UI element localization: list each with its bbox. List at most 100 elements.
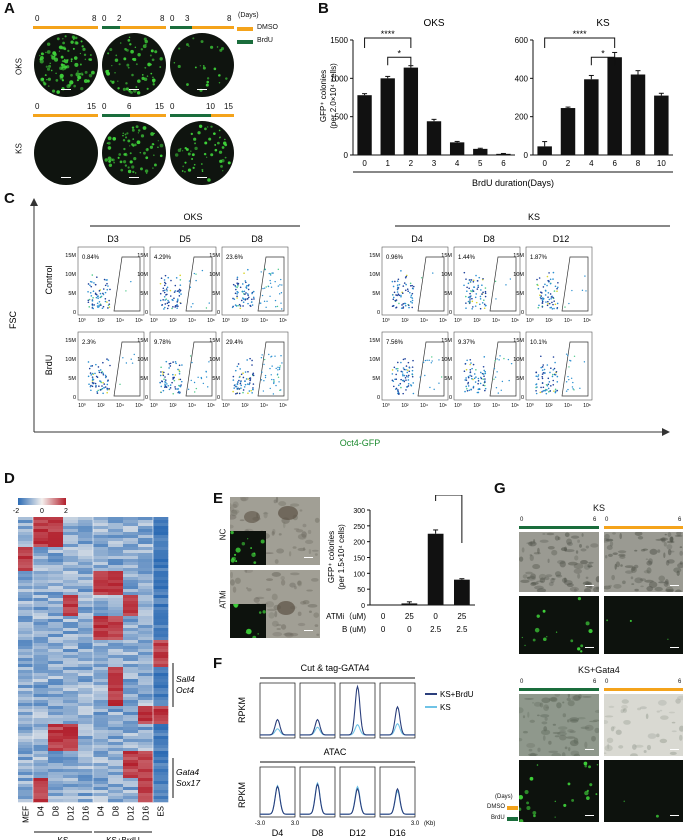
- cell: [590, 543, 599, 548]
- event-dot: [397, 389, 399, 391]
- heatmap-cell: [18, 712, 34, 716]
- cell: [230, 579, 235, 586]
- gfp-colony: [107, 141, 111, 145]
- heatmap-cell: [18, 769, 34, 773]
- event-dot: [98, 290, 101, 292]
- event-dot: [270, 286, 273, 288]
- event-dot: [479, 382, 482, 385]
- gfp-colony: [214, 144, 217, 146]
- event-dot: [265, 286, 267, 288]
- event-dot: [92, 378, 95, 381]
- day-label: D8: [483, 234, 495, 244]
- event-dot: [178, 369, 180, 371]
- cell: [290, 503, 300, 507]
- heatmap-cell: [93, 790, 109, 794]
- heatmap-cell: [33, 682, 49, 686]
- heatmap-cell: [78, 583, 94, 587]
- gfp-colony: [64, 59, 69, 64]
- gfp-colony: [58, 50, 61, 52]
- heatmap-cell: [153, 568, 169, 572]
- event-dot: [426, 359, 428, 362]
- gate-percent: 1.87%: [530, 255, 548, 261]
- heatmap-cell: [18, 778, 34, 782]
- heatmap-cell: [123, 772, 139, 776]
- gfp-colony: [74, 36, 78, 40]
- cell: [676, 532, 682, 536]
- tick: 0: [520, 679, 524, 685]
- heatmap-cell: [108, 547, 124, 551]
- heatmap-cell: [48, 790, 64, 794]
- cell: [522, 574, 528, 579]
- event-dot: [395, 373, 397, 376]
- heatmap-cell: [138, 535, 154, 539]
- heatmap-cell: [153, 739, 169, 743]
- x-tick-label: 2: [409, 159, 414, 168]
- event-dot: [407, 376, 409, 378]
- heatmap-cell: [93, 610, 109, 614]
- event-dot: [406, 371, 409, 374]
- gfp-colony: [200, 163, 203, 165]
- cell: [622, 580, 626, 585]
- heatmap-cell: [78, 520, 94, 524]
- brdu-bar: [519, 688, 599, 691]
- gfp-colony: [143, 77, 148, 82]
- heatmap-cell: [138, 649, 154, 653]
- y-tick-label: 10M: [369, 272, 380, 278]
- profile-line: [340, 787, 375, 815]
- gfp-colony: [49, 62, 51, 65]
- heatmap-cell: [63, 640, 79, 644]
- cell: [577, 539, 581, 543]
- event-dot: [244, 383, 247, 386]
- cell: [669, 751, 677, 755]
- heatmap-cell: [33, 577, 49, 581]
- heatmap-cell: [153, 550, 169, 554]
- heatmap-cell: [33, 532, 49, 536]
- heatmap-cell: [108, 709, 124, 713]
- cell: [648, 558, 653, 565]
- x-tick-label: 10⁰: [526, 318, 534, 324]
- event-dot: [159, 282, 162, 285]
- event-dot: [476, 391, 479, 394]
- event-dot: [104, 386, 107, 388]
- heatmap-cell: [48, 646, 64, 650]
- heatmap-cell: [78, 526, 94, 530]
- gfp-colony: [131, 126, 135, 129]
- event-dot: [471, 290, 473, 293]
- event-dot: [263, 380, 265, 382]
- cell: [299, 509, 303, 512]
- column-label: D8: [112, 805, 121, 816]
- event-dot: [546, 389, 548, 391]
- cell: [673, 567, 682, 573]
- sig-label: ****: [573, 29, 588, 39]
- gfp-colony: [187, 168, 192, 172]
- heatmap-cell: [138, 529, 154, 533]
- cell: [667, 590, 674, 592]
- gfp-colony: [262, 610, 266, 614]
- heatmap-cell: [48, 520, 64, 524]
- event-dot: [102, 373, 105, 376]
- event-dot: [392, 296, 395, 299]
- heatmap-cell: [33, 709, 49, 713]
- event-dot: [392, 305, 395, 307]
- heatmap-cell: [138, 661, 154, 665]
- cell: [526, 575, 536, 581]
- day-label: D8: [251, 234, 263, 244]
- heatmap-cell: [153, 715, 169, 719]
- heatmap-cell: [48, 523, 64, 527]
- gfp-colony: [46, 50, 51, 54]
- gfp-colony: [577, 647, 581, 651]
- heatmap-cell: [153, 679, 169, 683]
- x-tick-label: 10⁶: [583, 403, 591, 409]
- event-dot: [554, 361, 556, 364]
- heatmap-cell: [63, 523, 79, 527]
- cell: [239, 519, 245, 522]
- event-dot: [102, 305, 105, 308]
- dmso-bar: [211, 114, 234, 117]
- heatmap-cell: [48, 763, 64, 767]
- y-tick-label: 0: [217, 395, 220, 401]
- event-dot: [553, 307, 555, 310]
- heatmap-cell: [153, 787, 169, 791]
- y-tick-label: 50: [357, 587, 365, 594]
- heatmap-cell: [108, 619, 124, 623]
